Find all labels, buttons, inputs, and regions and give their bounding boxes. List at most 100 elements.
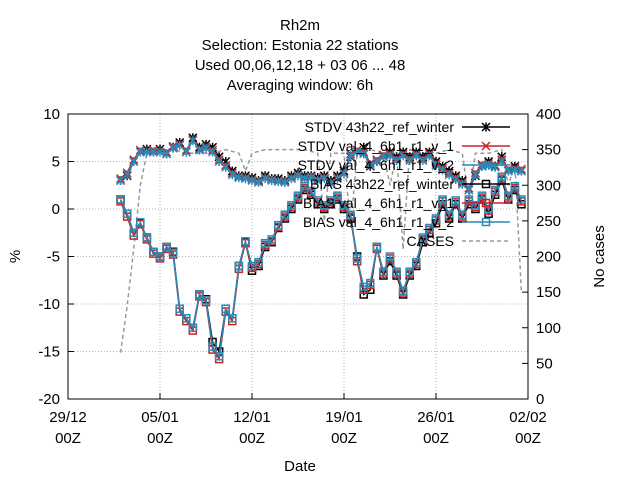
legend-entry-label: STDV val_4_6h1_r1_v_2: [298, 157, 455, 173]
legend-entry-label: BIAS val_4_6h1_r1_v_1: [303, 195, 454, 211]
data-point: [504, 191, 513, 200]
data-point: [313, 175, 323, 186]
data-point: [481, 122, 491, 132]
data-point: [352, 254, 362, 263]
data-point: [392, 156, 402, 166]
x-tick-label: 29/12: [49, 409, 87, 426]
data-point: [188, 136, 198, 146]
y2-tick-label: 200: [536, 249, 561, 266]
data-point: [228, 314, 237, 323]
data-point: [142, 233, 152, 242]
data-point: [438, 195, 447, 204]
y-tick-label: 5: [52, 154, 60, 171]
data-point: [365, 160, 375, 170]
legend-entry-label: STDV 43h22_ref_winter: [305, 119, 455, 135]
data-point: [470, 170, 480, 180]
y2-tick-label: 100: [536, 320, 561, 337]
data-point: [451, 196, 460, 205]
data-point: [195, 290, 204, 299]
cases-series-group: [119, 148, 523, 353]
data-point: [227, 170, 237, 180]
data-point: [208, 342, 217, 351]
data-point: [122, 170, 132, 180]
data-point: [385, 252, 395, 261]
data-point: [320, 200, 329, 210]
title-line: Used 00,06,12,18 + 03 06 ... 48: [195, 57, 406, 74]
data-point: [398, 286, 408, 295]
legend-entry-label: BIAS val_4_6h1_r1_v_2: [303, 214, 454, 230]
data-point: [346, 151, 356, 161]
data-point: [372, 242, 382, 252]
data-point: [182, 314, 191, 323]
data-point: [481, 141, 491, 151]
data-point: [332, 174, 342, 184]
data-point: [221, 304, 230, 313]
x-tick-label: 26/01: [417, 409, 455, 426]
y-tick-label: -15: [38, 344, 60, 361]
data-point: [339, 200, 349, 210]
data-point: [286, 174, 296, 184]
legend-entry-label: BIAS 43h22_ref_winter: [310, 176, 454, 192]
data-point: [319, 174, 329, 184]
data-point: [155, 147, 165, 157]
data-point: [392, 267, 401, 276]
data-point: [517, 195, 526, 204]
title-line: Selection: Estonia 22 stations: [202, 37, 399, 54]
data-point: [379, 267, 388, 276]
chart-title: Rh2m Selection: Estonia 22 stations Used 0…: [195, 17, 406, 94]
data-point: [405, 156, 415, 166]
data-point: [136, 218, 145, 227]
x-tick-sublabel: 00Z: [55, 430, 81, 447]
cases-line: [119, 148, 523, 353]
data-point: [155, 252, 165, 261]
data-point: [326, 178, 336, 188]
x-axis-ticks: 29/12 00Z 05/01 00Z 12/01 00Z 19/01 00Z 26/01 00Z…: [49, 393, 547, 447]
data-point: [418, 233, 428, 242]
data-point: [385, 151, 395, 161]
data-point: [412, 257, 421, 267]
data-point: [287, 200, 296, 210]
data-point: [418, 156, 428, 166]
data-point: [444, 170, 454, 180]
data-point: [300, 181, 309, 191]
data-point: [168, 143, 178, 153]
data-point: [481, 179, 491, 189]
data-point: [366, 278, 375, 288]
y-tick-label: 10: [43, 106, 60, 123]
y2-tick-label: 50: [536, 355, 553, 372]
data-point: [293, 191, 303, 200]
data-point: [175, 304, 184, 313]
x-tick-sublabel: 00Z: [515, 430, 541, 447]
data-point: [188, 323, 198, 332]
data-point: [142, 147, 152, 157]
y2-tick-label: 350: [536, 142, 561, 159]
data-point: [221, 162, 231, 172]
data-point: [274, 220, 283, 230]
data-point: [254, 177, 264, 187]
data-point: [241, 237, 250, 246]
y-tick-label: -20: [38, 391, 60, 408]
data-point: [398, 151, 408, 161]
data-point: [129, 228, 138, 237]
data-point: [458, 210, 467, 219]
series: [116, 172, 526, 361]
data-point: [260, 174, 270, 184]
x-tick-sublabel: 00Z: [239, 430, 265, 447]
data-point: [372, 156, 382, 167]
y2-tick-label: 400: [536, 106, 561, 123]
data-point: [425, 223, 434, 233]
data-point: [481, 160, 491, 170]
data-point: [346, 210, 355, 219]
data-point: [333, 191, 342, 200]
data-point: [148, 147, 158, 157]
data-point: [168, 248, 178, 257]
y2-axis-label: No cases: [591, 225, 608, 288]
x-tick-label: 12/01: [233, 409, 271, 426]
x-tick-label: 02/02: [509, 409, 547, 426]
data-point: [194, 145, 204, 155]
data-point: [438, 165, 448, 175]
data-point: [267, 235, 276, 244]
data-point: [464, 185, 474, 195]
data-point: [484, 204, 493, 214]
